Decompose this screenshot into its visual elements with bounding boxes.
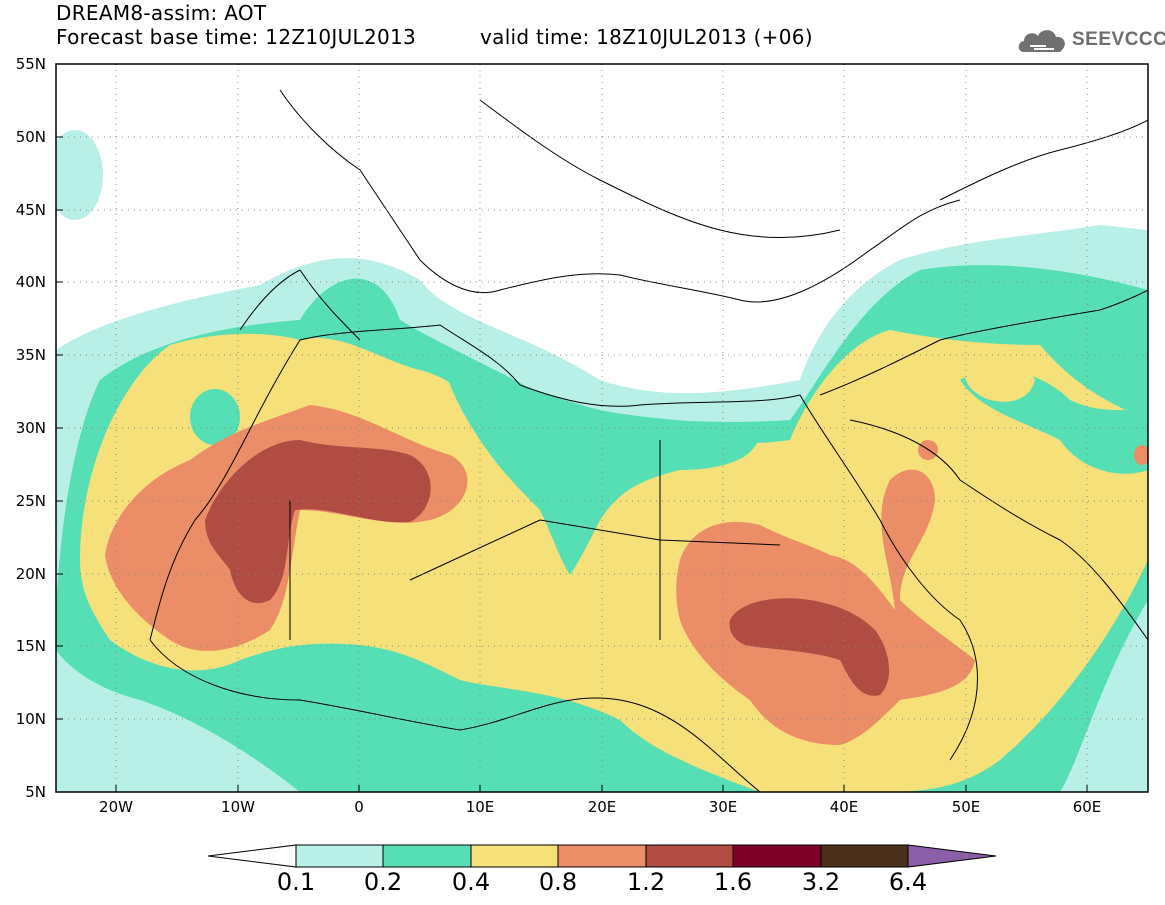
colorbar-bin-1 (295, 844, 384, 868)
colorbar-bin-5 (645, 844, 734, 868)
colorbar-bin-2 (382, 844, 472, 868)
colorbar (207, 844, 997, 868)
coastlines (149, 89, 1148, 792)
gridlines (56, 64, 1148, 792)
colorbar-label-3-2: 3.2 (801, 868, 841, 896)
map-title: DREAM8-assim: AOT (56, 1, 267, 25)
axis-ticks (56, 63, 1088, 793)
valid-time: valid time: 18Z10JUL2013 (+06) (480, 25, 813, 49)
lat-label-45n: 45N (16, 201, 46, 219)
lon-label-30e: 30E (709, 798, 738, 816)
lon-label-40e: 40E (830, 798, 859, 816)
colorbar-bin-4 (557, 844, 647, 868)
forecast-base-time: Forecast base time: 12Z10JUL2013 (56, 25, 417, 49)
lon-label-20w: 20W (99, 798, 133, 816)
colorbar-label-0-1: 0.1 (276, 868, 316, 896)
colorbar-over-triangle (907, 844, 997, 868)
lat-label-55n: 55N (16, 55, 46, 73)
lat-label-20n: 20N (16, 565, 46, 583)
cloud-icon (1018, 30, 1065, 52)
lat-label-15n: 15N (16, 637, 46, 655)
logo-text: SEEVCCC (1072, 29, 1165, 50)
lon-labels: 20W 10W 0 10E 20E 30E 40E 50E 60E (99, 798, 1101, 816)
seevccc-logo: SEEVCCC (1016, 24, 1165, 58)
lat-label-40n: 40N (16, 273, 46, 291)
lon-label-20e: 20E (588, 798, 617, 816)
lon-label-50e: 50E (952, 798, 981, 816)
colorbar-bin-6 (732, 844, 822, 868)
lon-label-60e: 60E (1073, 798, 1102, 816)
colorbar-bin-7 (820, 844, 909, 868)
lon-label-0: 0 (354, 798, 364, 816)
colorbar-label-6-4: 6.4 (888, 868, 928, 896)
lon-label-10e: 10E (466, 798, 495, 816)
colorbar-label-0-2: 0.2 (363, 868, 403, 896)
lat-label-5n: 5N (25, 783, 46, 801)
lat-label-25n: 25N (16, 492, 46, 510)
lat-label-30n: 30N (16, 419, 46, 437)
colorbar-bin-3 (470, 844, 559, 868)
colorbar-label-0-4: 0.4 (451, 868, 491, 896)
lat-label-50n: 50N (16, 128, 46, 146)
colorbar-label-1-6: 1.6 (713, 868, 753, 896)
lat-label-35n: 35N (16, 346, 46, 364)
colorbar-label-0-8: 0.8 (538, 868, 578, 896)
lat-labels: 55N 50N 45N 40N 35N 30N 25N 20N 15N 10N … (16, 55, 46, 801)
colorbar-under-triangle (207, 844, 297, 868)
lon-label-10w: 10W (221, 798, 255, 816)
colorbar-label-1-2: 1.2 (626, 868, 666, 896)
lat-label-10n: 10N (16, 710, 46, 728)
